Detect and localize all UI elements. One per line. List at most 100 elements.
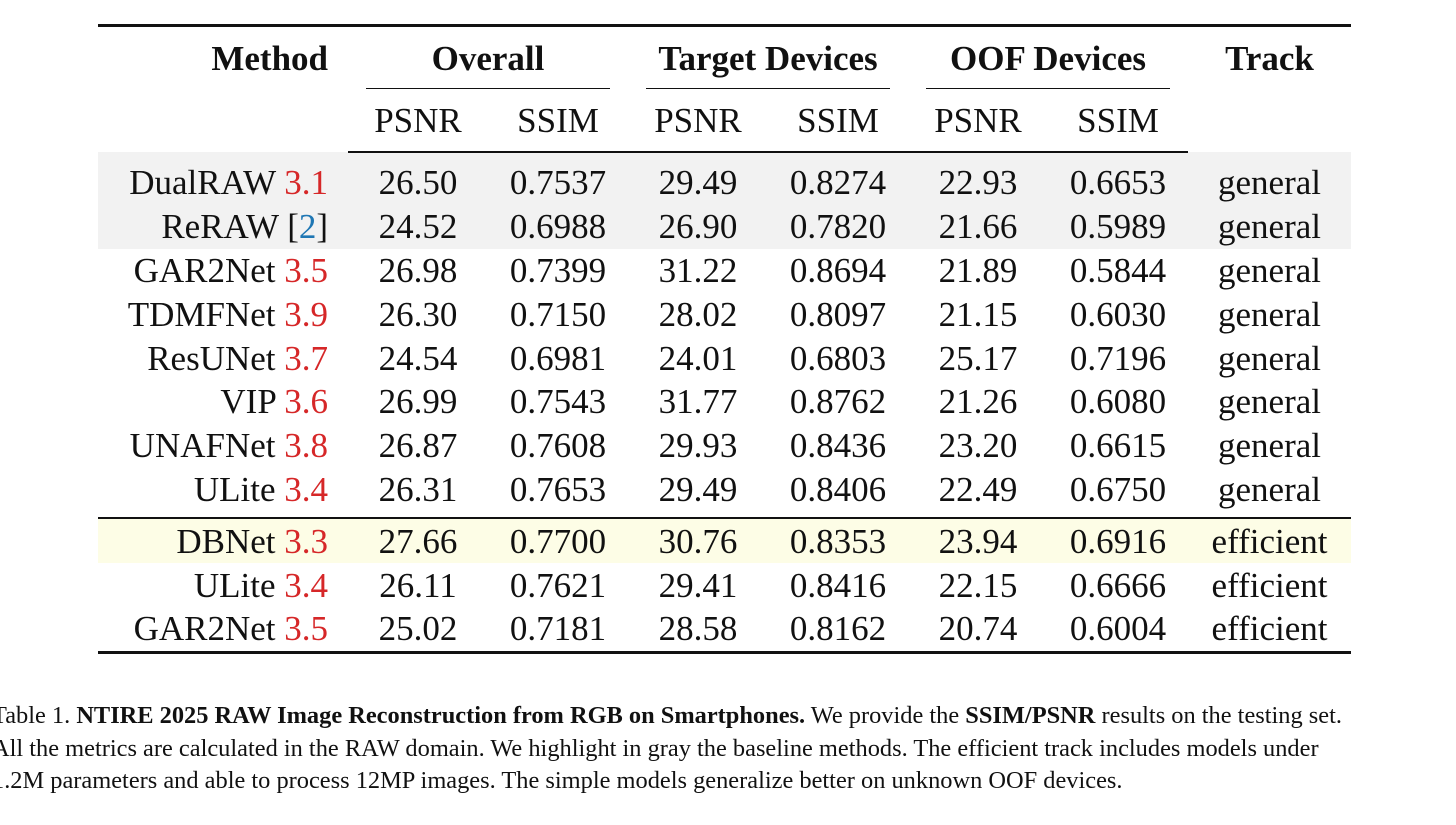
- caption-table-number: Table 1.: [0, 702, 77, 729]
- method-cell: VIP 3.6: [98, 380, 348, 424]
- track-cell: efficient: [1211, 609, 1328, 649]
- overall-psnr-cell: 27.66: [348, 517, 488, 564]
- table-row: GAR2Net 3.5 26.98 0.7399 31.22 0.8694 21.89 0.…: [98, 249, 1351, 293]
- target-ssim-cell: 0.8762: [789, 382, 887, 422]
- method-cell: ULite 3.4: [98, 563, 348, 607]
- overall-ssim-cell: 0.7700: [488, 517, 628, 564]
- track-header: Track: [1225, 39, 1314, 78]
- caption-text-2: results on the testing set.: [1095, 702, 1343, 729]
- section-reference-link[interactable]: 3.5: [284, 609, 328, 649]
- citation-link[interactable]: 2: [298, 207, 317, 247]
- oof-ssim-cell: 0.6916: [1048, 517, 1189, 564]
- oof-psnr-cell: 22.93: [908, 152, 1048, 205]
- overall-psnr-cell: 24.52: [348, 204, 488, 249]
- method-name: UNAFNet: [129, 426, 276, 466]
- track-cell: general: [1218, 469, 1321, 509]
- track-cell: general: [1218, 426, 1321, 466]
- overall-header-label: Overall: [431, 38, 545, 78]
- section-reference-link[interactable]: 3.1: [284, 162, 328, 202]
- results-table: Method Overall Target Devices OOF Device…: [98, 24, 1352, 654]
- table-row: ResUNet 3.7 24.54 0.6981 24.01 0.6803 25.17 0.…: [98, 336, 1351, 380]
- overall-psnr-cell: 26.98: [378, 250, 458, 290]
- oof-psnr-cell: 23.94: [908, 517, 1048, 564]
- target-psnr-cell: 29.49: [628, 152, 768, 205]
- method-cell: UNAFNet 3.8: [98, 424, 348, 468]
- target-ssim-cell: 0.8406: [789, 469, 887, 509]
- section-reference-link[interactable]: 3.3: [284, 521, 328, 561]
- method-name: TDMFNet: [127, 294, 276, 334]
- overall-ssim-cell: 0.6988: [488, 204, 628, 249]
- oof-ssim-cell: 0.6615: [1069, 426, 1167, 466]
- target-ssim-cell: 0.8274: [768, 152, 908, 205]
- track-cell: efficient: [1188, 517, 1352, 564]
- efficient-track-section: DBNet 3.3 27.66 0.7700 30.76 0.8353 23.94 0.69…: [98, 517, 1352, 652]
- table-header: Method Overall Target Devices OOF Device…: [98, 26, 1351, 153]
- track-cell: efficient: [1211, 565, 1328, 605]
- section-reference-link[interactable]: 3.5: [284, 250, 328, 290]
- oof-ssim-cell: 0.5844: [1069, 250, 1167, 290]
- overall-underline: [366, 88, 610, 89]
- target-psnr-cell: 29.49: [658, 469, 738, 509]
- oof-ssim-cell: 0.6004: [1069, 609, 1167, 649]
- table-row: DBNet 3.3 27.66 0.7700 30.76 0.8353 23.94 0.69…: [98, 517, 1352, 564]
- general-track-section: DualRAW 3.1 26.50 0.7537 29.49 0.8274 22.93 0.…: [98, 152, 1352, 519]
- method-cell: DualRAW 3.1: [98, 152, 348, 205]
- overall-ssim-cell: 0.7621: [509, 565, 607, 605]
- track-cell: general: [1188, 152, 1352, 205]
- target-ssim-cell: 0.8416: [789, 565, 887, 605]
- overall-ssim-cell: 0.7150: [509, 294, 607, 334]
- method-header: Method: [211, 39, 328, 78]
- method-name: VIP: [220, 382, 276, 422]
- oof-ssim-cell: 0.6030: [1069, 294, 1167, 334]
- oof-psnr-cell: 23.20: [938, 426, 1018, 466]
- oof-psnr-cell: 21.66: [908, 204, 1048, 249]
- caption-line-3: 1.2M parameters and able to process 12MP…: [0, 767, 1123, 794]
- oof-ssim-cell: 0.6750: [1069, 469, 1167, 509]
- overall-ssim-cell: 0.7543: [509, 382, 607, 422]
- method-cell: GAR2Net 3.5: [98, 249, 348, 293]
- method-name: DualRAW: [129, 162, 276, 202]
- oof-psnr-cell: 21.15: [938, 294, 1018, 334]
- overall-psnr-header: PSNR: [348, 89, 488, 153]
- section-reference-link[interactable]: 3.8: [284, 426, 328, 466]
- target-psnr-cell: 29.93: [658, 426, 738, 466]
- overall-psnr-cell: 26.99: [378, 382, 458, 422]
- overall-ssim-header: SSIM: [488, 89, 628, 153]
- table-row: ReRAW [2] 24.52 0.6988 26.90 0.7820 21.66 0.59…: [98, 204, 1352, 249]
- target-psnr-cell: 30.76: [628, 517, 768, 564]
- overall-psnr-cell: 26.30: [378, 294, 458, 334]
- oof-ssim-cell: 0.7196: [1069, 338, 1167, 378]
- method-cell: ULite 3.4: [98, 468, 348, 519]
- table-row: GAR2Net 3.5 25.02 0.7181 28.58 0.8162 20.74 0.…: [98, 607, 1351, 652]
- method-cell: DBNet 3.3: [98, 517, 348, 564]
- oof-devices-header-label: OOF Devices: [950, 38, 1147, 78]
- method-name: ULite: [193, 565, 276, 605]
- caption-text-1: We provide the: [805, 702, 966, 729]
- target-devices-underline: [646, 88, 890, 89]
- method-cell: TDMFNet 3.9: [98, 292, 348, 336]
- section-reference-link[interactable]: 3.4: [284, 469, 328, 509]
- target-ssim-cell: 0.8353: [768, 517, 908, 564]
- table-row: DualRAW 3.1 26.50 0.7537 29.49 0.8274 22.93 0.…: [98, 152, 1352, 205]
- track-cell: general: [1218, 294, 1321, 334]
- section-reference-link[interactable]: 3.7: [284, 338, 328, 378]
- table-row: ULite 3.4 26.11 0.7621 29.41 0.8416 22.15 0.66…: [98, 563, 1351, 607]
- oof-psnr-cell: 22.49: [938, 469, 1018, 509]
- table-row: ULite 3.4 26.31 0.7653 29.49 0.8406 22.49 0.67…: [98, 468, 1351, 519]
- oof-psnr-cell: 21.89: [938, 250, 1018, 290]
- oof-psnr-header: PSNR: [908, 89, 1048, 153]
- oof-psnr-cell: 25.17: [938, 338, 1018, 378]
- target-ssim-header: SSIM: [768, 89, 908, 153]
- target-psnr-cell: 31.77: [658, 382, 738, 422]
- target-ssim-cell: 0.8694: [789, 250, 887, 290]
- section-reference-link[interactable]: 3.4: [284, 565, 328, 605]
- overall-ssim-cell: 0.7653: [509, 469, 607, 509]
- section-reference-link[interactable]: 3.6: [284, 382, 328, 422]
- section-reference-link[interactable]: 3.9: [284, 294, 328, 334]
- target-devices-header: Target Devices: [628, 26, 908, 89]
- results-table-wrapper: Method Overall Target Devices OOF Device…: [98, 24, 1352, 654]
- table-row: VIP 3.6 26.99 0.7543 31.77 0.8762 21.26 0.6080…: [98, 380, 1351, 424]
- method-cell: ResUNet 3.7: [98, 336, 348, 380]
- overall-psnr-cell: 26.87: [378, 426, 458, 466]
- overall-psnr-cell: 26.50: [348, 152, 488, 205]
